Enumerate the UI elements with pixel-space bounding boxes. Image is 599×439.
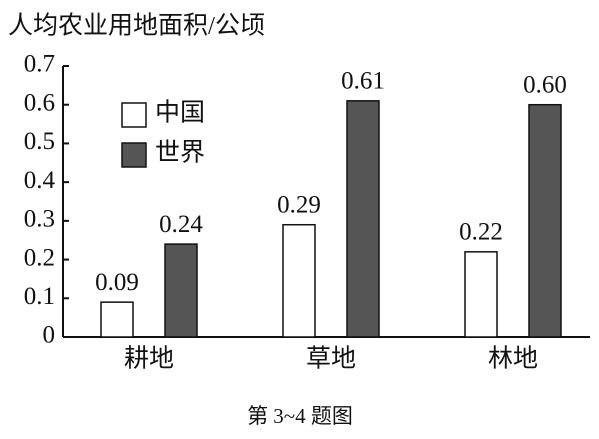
value-label: 0.22: [459, 219, 503, 246]
y-tick-label: 0.5: [24, 128, 55, 155]
bar: [164, 243, 198, 338]
bar: [528, 103, 562, 338]
y-tick-label: 0: [43, 322, 56, 349]
legend-label: 中国: [155, 99, 205, 127]
legend-label: 世界: [155, 139, 205, 167]
bar: [100, 301, 134, 338]
y-tick-label: 0.2: [24, 244, 55, 271]
value-label: 0.60: [523, 71, 567, 98]
value-label: 0.24: [159, 211, 203, 238]
y-tick-label: 0.4: [24, 167, 56, 194]
y-tick-label: 0.1: [24, 283, 55, 310]
x-tick-label: 耕地: [124, 345, 174, 373]
value-label: 0.61: [341, 68, 385, 95]
bar: [346, 100, 380, 338]
value-label: 0.09: [95, 269, 139, 296]
value-label: 0.29: [277, 191, 321, 218]
chart-title: 人均农业用地面积/公顷: [8, 12, 265, 40]
bar: [282, 223, 316, 338]
legend-swatch: [121, 142, 147, 168]
y-tick-label: 0.7: [24, 51, 55, 78]
x-tick-label: 草地: [306, 345, 356, 373]
caption: 第 3~4 题图: [247, 404, 353, 428]
bar: [464, 251, 498, 338]
x-tick-label: 林地: [488, 345, 538, 373]
y-tick-label: 0.3: [24, 206, 55, 233]
y-tick-label: 0.6: [24, 89, 55, 116]
legend-swatch: [121, 102, 147, 128]
